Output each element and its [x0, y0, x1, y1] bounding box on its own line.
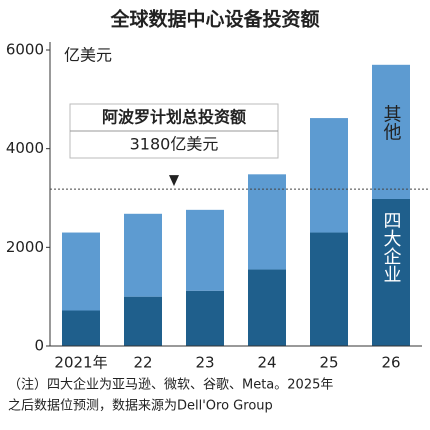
- bar-segment: [62, 232, 100, 311]
- annotation-title: 阿波罗计划总投资额: [102, 108, 246, 127]
- arrow: [169, 175, 179, 187]
- series-label: 其他: [381, 105, 402, 141]
- bar-segment: [186, 290, 224, 346]
- bar-segment: [310, 232, 348, 346]
- bar-segment: [310, 118, 348, 233]
- note-line: 之后数据位预测，数据来源为Dell'Oro Group: [8, 399, 273, 414]
- series-label: 四大企业: [381, 211, 402, 283]
- y-tick-label: 2000: [6, 238, 44, 256]
- bar-segment: [124, 296, 162, 346]
- bar-segment: [372, 198, 410, 346]
- bar-segment: [248, 174, 286, 270]
- bar-segment: [186, 209, 224, 291]
- y-tick-label: 0: [34, 337, 44, 355]
- x-tick-label: 26: [381, 354, 400, 372]
- annotation-label: 3180亿美元: [130, 135, 219, 154]
- x-tick-label: 25: [319, 354, 338, 372]
- x-tick-label: 24: [257, 354, 276, 372]
- note-line: （注）四大企业为亚马逊、微软、谷歌、Meta。2025年: [8, 377, 333, 393]
- x-tick-label: 23: [195, 354, 214, 372]
- y-unit: 亿美元: [64, 46, 112, 65]
- bar-segment: [372, 64, 410, 199]
- y-tick-label: 4000: [6, 139, 44, 157]
- y-tick-label: 6000: [6, 41, 44, 59]
- chart-title: 全球数据中心设备投资额: [109, 8, 319, 31]
- x-tick-label: 22: [133, 354, 152, 372]
- x-tick-label: 2021年: [54, 354, 107, 372]
- bar-segment: [248, 269, 286, 346]
- bar-segment: [124, 213, 162, 297]
- bar-segment: [62, 310, 100, 346]
